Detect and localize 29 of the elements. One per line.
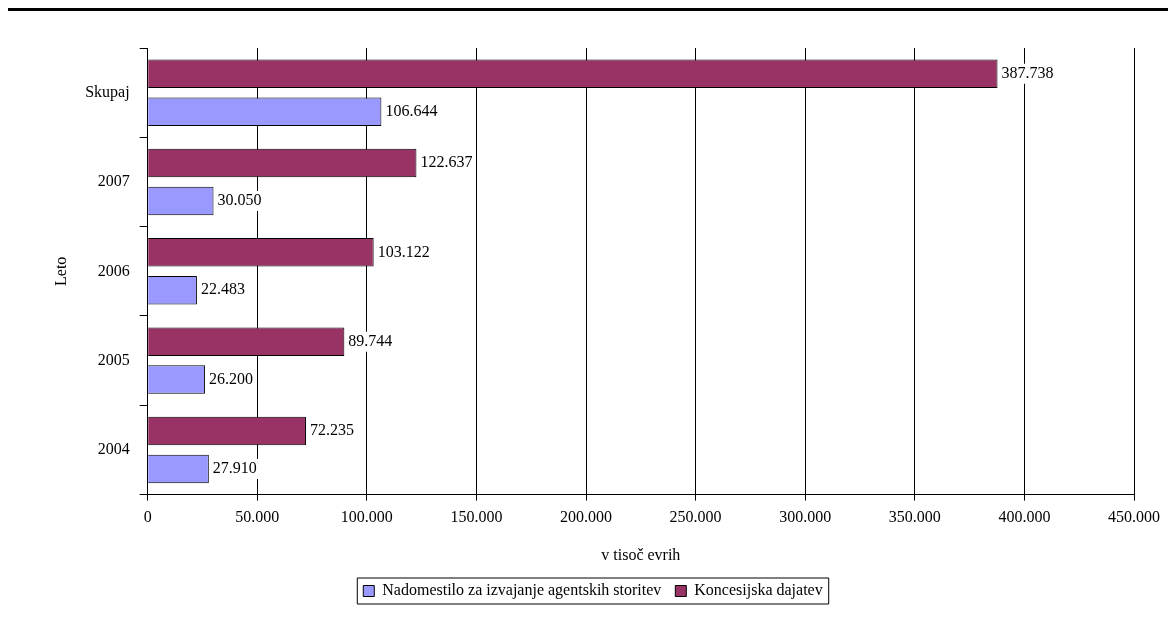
- data-label: 122.637: [420, 153, 473, 171]
- x-tick-label: 100.000: [340, 508, 393, 526]
- y-tick-label: 2005: [97, 350, 130, 368]
- data-label: 27.910: [212, 459, 257, 477]
- y-tick-label: Skupaj: [85, 82, 130, 101]
- data-label: 89.744: [348, 331, 393, 349]
- y-tick-label: 2006: [97, 261, 130, 279]
- x-axis-title: v tisoč evrih: [601, 545, 681, 563]
- x-tick-label: 250.000: [669, 508, 722, 526]
- y-axis-title: Leto: [51, 256, 69, 286]
- data-label: 72.235: [309, 421, 354, 439]
- data-label: 106.644: [385, 101, 438, 119]
- x-tick-label: 450.000: [1108, 508, 1160, 526]
- y-tick-label: 2004: [97, 440, 130, 458]
- data-label: 30.050: [217, 191, 262, 209]
- legend-label: Nadomestilo za izvajanje agentskih storitev: [382, 581, 662, 600]
- x-tick-label: 350.000: [888, 508, 941, 526]
- data-label: 387.738: [1001, 63, 1054, 81]
- legend-label: Koncesijska dajatev: [694, 581, 823, 600]
- x-tick-label: 0: [143, 508, 152, 526]
- x-tick-label: 200.000: [560, 508, 613, 526]
- y-tick-label: 2007: [97, 172, 130, 190]
- x-tick-label: 300.000: [779, 508, 832, 526]
- x-tick-label: 50.000: [235, 508, 280, 526]
- data-label: 22.483: [200, 280, 245, 298]
- data-label: 103.122: [377, 242, 430, 260]
- data-label: 26.200: [209, 369, 254, 387]
- x-tick-label: 150.000: [450, 508, 503, 526]
- x-tick-label: 400.000: [998, 508, 1051, 526]
